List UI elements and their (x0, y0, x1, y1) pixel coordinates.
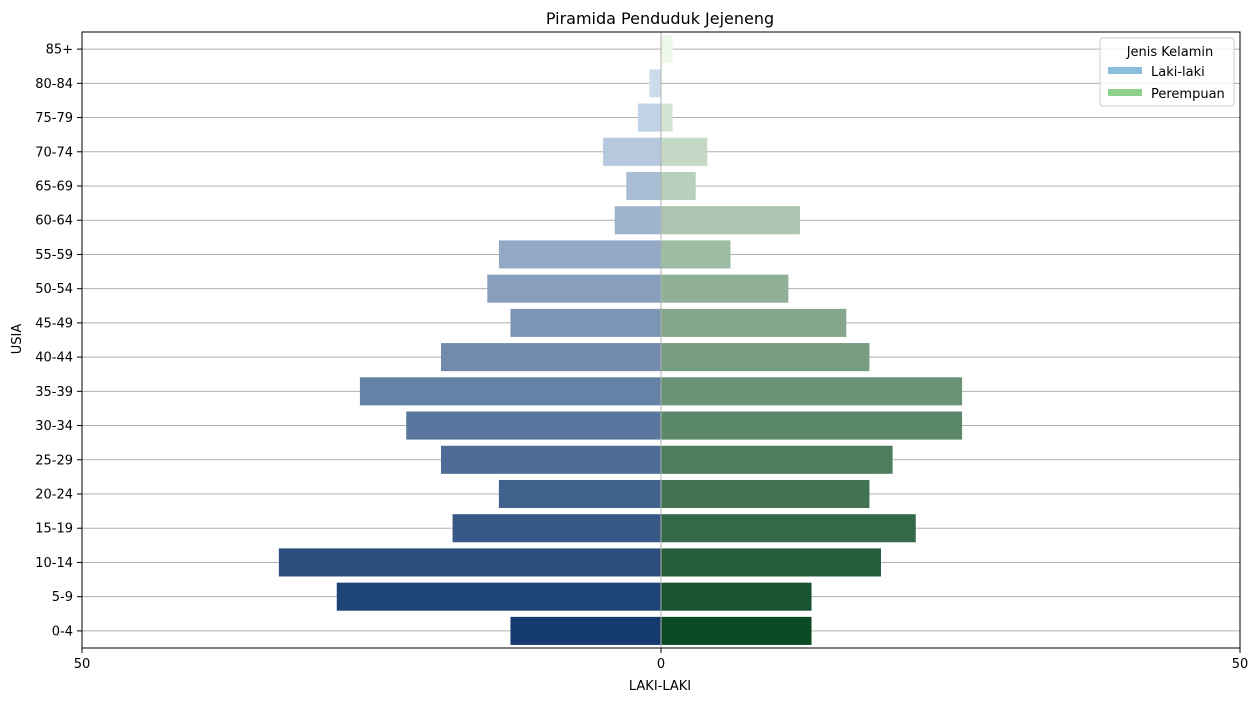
bar-perempuan-75-79 (661, 103, 673, 132)
bar-laki-laki-45-49 (510, 308, 661, 337)
legend-title: Jenis Kelamin (1126, 45, 1214, 60)
bar-perempuan-5-9 (661, 582, 812, 611)
bar-laki-laki-70-74 (603, 137, 661, 166)
bar-laki-laki-20-24 (498, 479, 661, 509)
bar-perempuan-65-69 (661, 171, 696, 201)
legend-label-perempuan: Perempuan (1151, 87, 1225, 102)
bar-laki-laki-10-14 (278, 548, 661, 577)
y-tick-label: 0-4 (52, 624, 73, 639)
bar-laki-laki-30-34 (406, 411, 661, 440)
bar-perempuan-25-29 (661, 445, 893, 474)
legend-swatch-perempuan (1108, 89, 1142, 96)
bar-perempuan-55-59 (661, 240, 731, 269)
bar-laki-laki-50-54 (487, 274, 661, 303)
x-tick-label: 50 (1232, 657, 1249, 672)
y-tick-label: 35-39 (35, 385, 73, 400)
y-tick-label: 15-19 (35, 522, 73, 537)
bar-perempuan-35-39 (661, 377, 963, 406)
bar-perempuan-60-64 (661, 206, 800, 235)
x-tick-label: 50 (74, 657, 91, 672)
y-tick-label: 40-44 (35, 351, 73, 366)
bar-laki-laki-5-9 (336, 582, 661, 611)
x-tick-label: 0 (657, 657, 665, 672)
bar-laki-laki-55-59 (498, 240, 661, 269)
bar-laki-laki-80-84 (649, 69, 661, 98)
y-tick-label: 50-54 (35, 282, 73, 297)
bar-perempuan-40-44 (661, 343, 870, 372)
bar-laki-laki-60-64 (614, 206, 661, 235)
y-tick-label: 80-84 (35, 77, 73, 92)
y-tick-label: 85+ (46, 43, 73, 58)
y-tick-label: 10-14 (35, 556, 73, 571)
y-axis-label: USIA (10, 324, 25, 355)
y-tick-label: 65-69 (35, 180, 73, 195)
y-tick-label: 70-74 (35, 145, 73, 160)
bar-perempuan-0-4 (661, 616, 812, 645)
legend: Jenis Kelamin Laki-laki Perempuan (1099, 37, 1235, 107)
y-tick-label: 75-79 (35, 111, 73, 126)
bar-perempuan-70-74 (661, 137, 708, 166)
bar-perempuan-10-14 (661, 548, 882, 577)
chart-title: Piramida Penduduk Jejeneng (546, 9, 774, 28)
y-tick-label: 55-59 (35, 248, 73, 263)
legend-swatch-laki-laki (1108, 67, 1142, 74)
bar-laki-laki-35-39 (359, 377, 661, 406)
bar-perempuan-30-34 (661, 411, 963, 440)
bar-laki-laki-40-44 (440, 343, 661, 372)
bar-laki-laki-65-69 (626, 171, 661, 201)
y-tick-label: 20-24 (35, 488, 73, 503)
bar-perempuan-85+ (661, 35, 673, 64)
bar-perempuan-50-54 (661, 274, 789, 303)
bar-perempuan-15-19 (661, 514, 916, 543)
y-axis-ticks: 0-4 5-9 10-14 15-19 20-24 25-29 30-34 35-39 40-4… (35, 43, 82, 639)
bar-laki-laki-25-29 (440, 445, 661, 474)
y-tick-label: 60-64 (35, 214, 73, 229)
legend-label-laki-laki: Laki-laki (1151, 65, 1205, 80)
y-tick-label: 45-49 (35, 316, 73, 331)
x-axis-ticks: 50 0 50 (74, 648, 1249, 672)
bar-laki-laki-0-4 (510, 616, 661, 645)
bar-laki-laki-15-19 (452, 514, 661, 543)
y-tick-label: 5-9 (52, 590, 73, 605)
x-axis-label: LAKI-LAKI (629, 679, 691, 694)
y-tick-label: 25-29 (35, 453, 73, 468)
bar-laki-laki-75-79 (637, 103, 661, 132)
bar-perempuan-20-24 (661, 479, 870, 509)
bar-perempuan-45-49 (661, 308, 847, 337)
bars (278, 35, 963, 645)
y-tick-label: 30-34 (35, 419, 73, 434)
